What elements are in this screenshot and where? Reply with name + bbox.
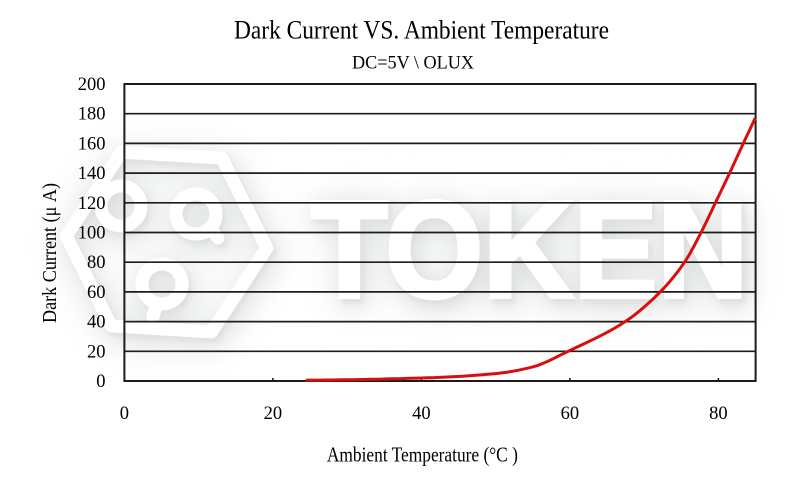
svg-text:Dark Current (μ A): Dark Current (μ A) <box>39 183 61 323</box>
svg-text:160: 160 <box>78 134 106 154</box>
svg-text:60: 60 <box>87 283 106 303</box>
svg-text:DC=5V \ OLUX: DC=5V \ OLUX <box>352 54 475 74</box>
svg-text:180: 180 <box>78 105 106 125</box>
svg-text:40: 40 <box>87 313 106 333</box>
svg-text:80: 80 <box>87 253 106 273</box>
svg-text:Dark Current VS. Ambient Tempe: Dark Current VS. Ambient Temperature <box>234 15 609 45</box>
svg-text:40: 40 <box>412 404 431 424</box>
svg-text:0: 0 <box>120 404 129 424</box>
svg-text:140: 140 <box>78 164 106 184</box>
svg-text:20: 20 <box>87 342 106 362</box>
svg-text:120: 120 <box>78 194 106 214</box>
svg-text:0: 0 <box>96 372 105 392</box>
svg-text:Ambient Temperature (°C ): Ambient Temperature (°C ) <box>327 443 518 467</box>
svg-text:100: 100 <box>78 224 106 244</box>
svg-text:60: 60 <box>561 404 580 424</box>
svg-text:20: 20 <box>264 404 283 424</box>
svg-text:200: 200 <box>78 75 106 95</box>
svg-text:80: 80 <box>709 404 728 424</box>
